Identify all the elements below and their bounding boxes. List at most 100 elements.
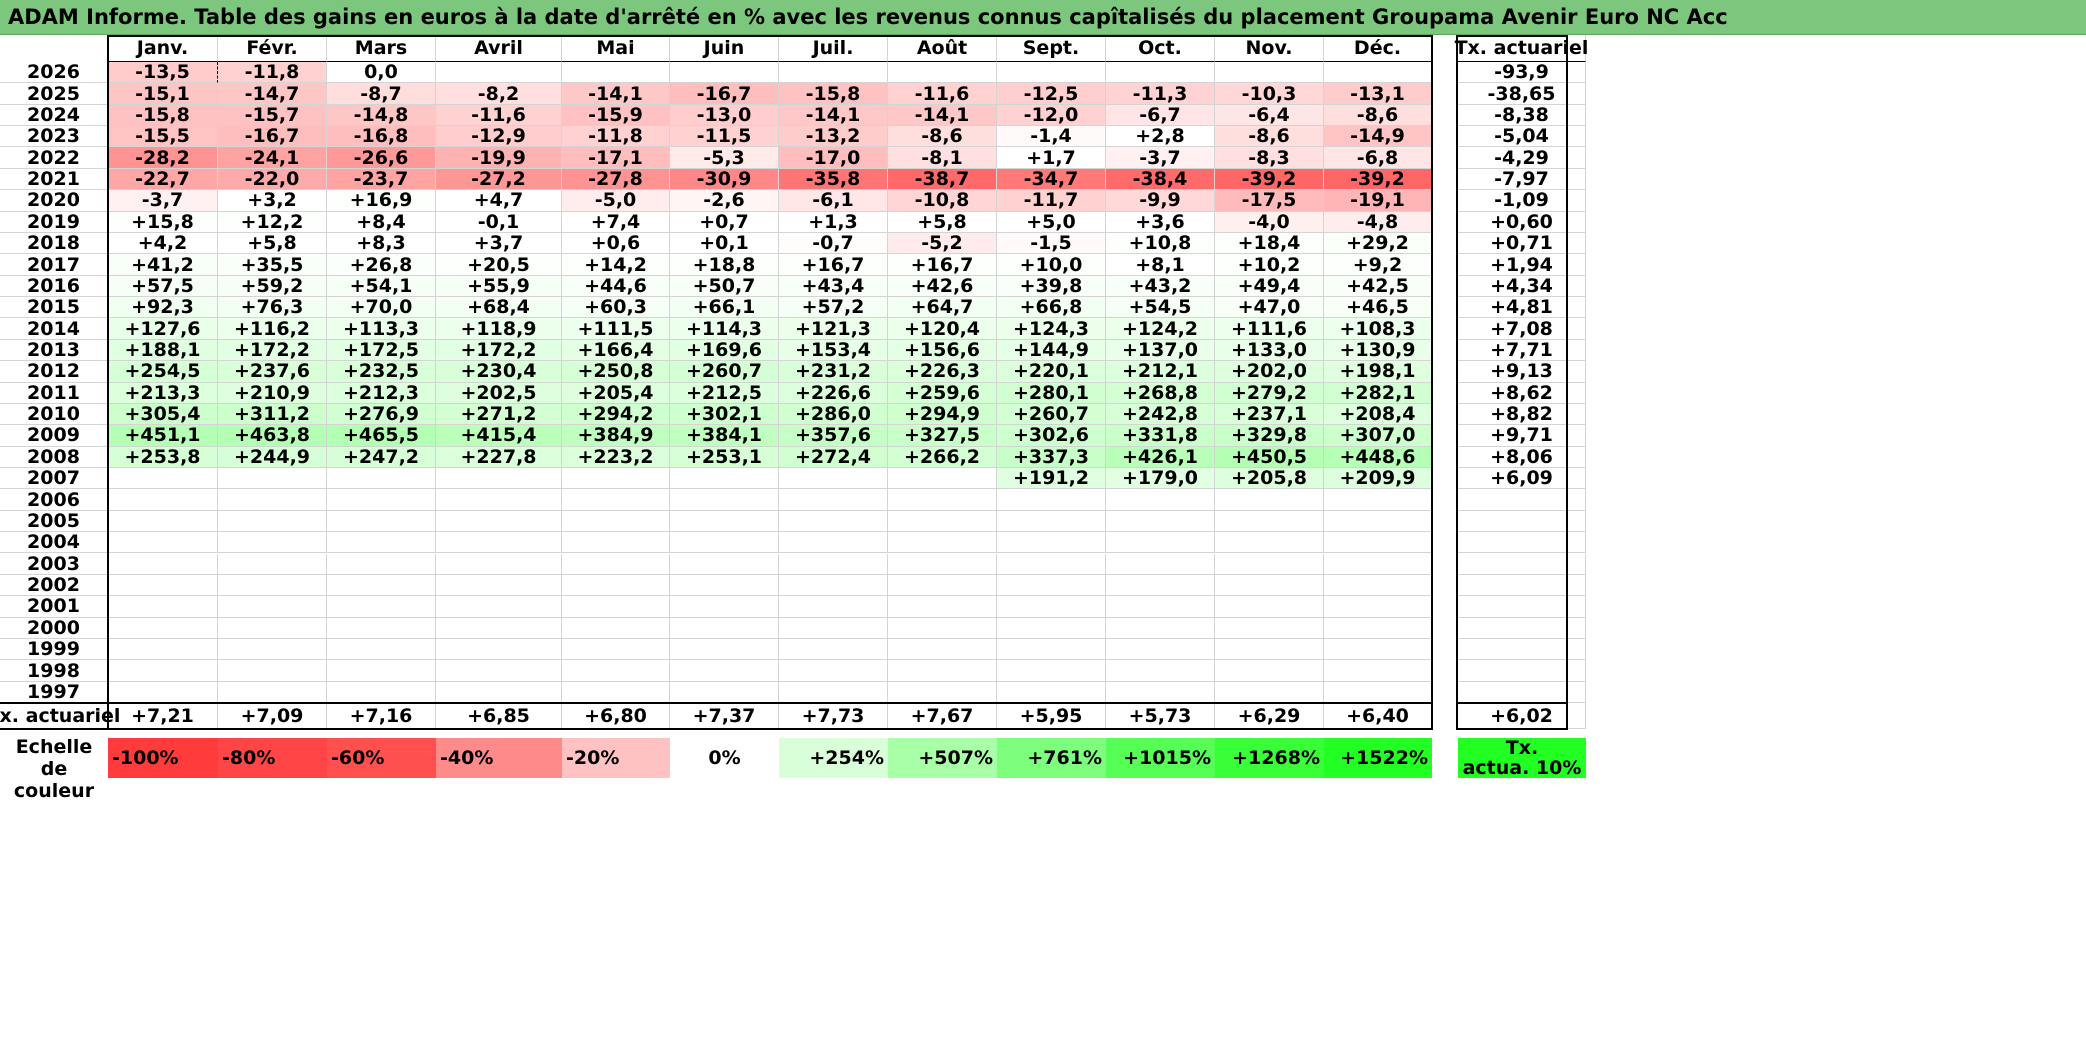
table-cell: +124,2 <box>1106 318 1215 340</box>
table-cell <box>108 617 218 639</box>
table-cell <box>1215 62 1324 84</box>
year-label: 2018 <box>0 232 108 255</box>
table-cell <box>1324 638 1432 661</box>
table-cell: -9,9 <box>1106 189 1215 212</box>
table-cell: +137,0 <box>1106 339 1215 362</box>
table-cell: +448,6 <box>1324 446 1432 469</box>
table-cell <box>218 638 327 661</box>
table-cell: +43,2 <box>1106 275 1215 298</box>
table-cell: -15,9 <box>562 104 670 127</box>
table-cell: +384,9 <box>562 424 670 447</box>
rate-cell: -93,9 <box>1458 61 1586 84</box>
table-cell: -5,2 <box>888 232 997 255</box>
table-cell: -38,4 <box>1106 168 1215 191</box>
year-label: 2019 <box>0 211 108 233</box>
table-cell: +327,5 <box>888 424 997 447</box>
table-cell <box>108 510 218 533</box>
year-label: 2024 <box>0 104 108 127</box>
table-cell: +230,4 <box>436 360 562 383</box>
table-cell: +268,8 <box>1106 382 1215 404</box>
table-cell: -6,8 <box>1324 147 1432 169</box>
footer-value: +7,67 <box>888 703 997 729</box>
table-cell: -14,7 <box>218 83 327 105</box>
table-cell: +20,5 <box>436 254 562 276</box>
table-cell <box>218 553 327 575</box>
table-cell: +118,9 <box>436 318 562 340</box>
table-cell: +250,8 <box>562 360 670 383</box>
table-cell <box>997 574 1106 597</box>
scale-step: -20% <box>562 738 670 778</box>
year-label: 2005 <box>0 510 108 533</box>
table-cell: +279,2 <box>1215 382 1324 404</box>
scale-step: -40% <box>436 738 562 778</box>
table-cell: -19,9 <box>436 147 562 169</box>
table-cell: +331,8 <box>1106 424 1215 447</box>
table-cell: +116,2 <box>218 318 327 340</box>
table-cell: +172,2 <box>218 339 327 362</box>
table-cell: +311,2 <box>218 403 327 426</box>
table-cell: -35,8 <box>779 168 888 191</box>
table-cell <box>1215 638 1324 661</box>
scale-rate-line1: Tx. <box>1505 737 1539 759</box>
table-cell <box>1106 574 1215 597</box>
table-cell <box>1106 681 1215 704</box>
table-cell <box>779 468 888 490</box>
table-cell <box>436 596 562 618</box>
table-cell <box>108 553 218 575</box>
table-cell <box>1106 617 1215 639</box>
table-cell: +59,2 <box>218 275 327 298</box>
table-cell <box>888 510 997 533</box>
table-cell <box>436 468 562 490</box>
table-cell: +450,5 <box>1215 446 1324 469</box>
footer-value: +7,16 <box>327 703 436 729</box>
year-label: 2013 <box>0 339 108 362</box>
table-cell: +153,4 <box>779 339 888 362</box>
rate-border-left <box>1456 35 1458 730</box>
rate-cell: -1,09 <box>1458 189 1586 212</box>
table-cell <box>108 681 218 704</box>
table-cell <box>1106 510 1215 533</box>
table-cell: -15,7 <box>218 104 327 127</box>
table-cell: +18,4 <box>1215 232 1324 255</box>
month-header: Août <box>888 35 997 62</box>
table-cell: -8,7 <box>327 83 436 105</box>
table-cell: +92,3 <box>108 296 218 319</box>
table-cell: -14,1 <box>779 104 888 127</box>
table-cell: +113,3 <box>327 318 436 340</box>
footer-value: +7,73 <box>779 703 888 729</box>
table-cell <box>327 638 436 661</box>
table-cell: +0,7 <box>670 211 779 233</box>
table-cell: +191,2 <box>997 467 1106 490</box>
table-cell: -1,4 <box>997 125 1106 148</box>
table-cell <box>108 638 218 661</box>
month-header: Juil. <box>779 35 888 62</box>
table-cell: +226,6 <box>779 382 888 404</box>
month-header: Avril <box>436 35 562 62</box>
table-cell: -17,5 <box>1215 189 1324 212</box>
table-cell <box>1106 638 1215 661</box>
table-cell: +1,3 <box>779 211 888 233</box>
year-label: 2014 <box>0 318 108 340</box>
table-cell <box>670 468 779 490</box>
table-cell <box>108 596 218 618</box>
rate-border-right <box>1566 35 1568 730</box>
table-cell: +172,5 <box>327 339 436 362</box>
table-cell: +127,6 <box>108 318 218 340</box>
year-label: 2012 <box>0 360 108 383</box>
year-label: 2022 <box>0 147 108 169</box>
page-title: ADAM Informe. Table des gains en euros à… <box>8 5 1728 29</box>
table-cell: +253,8 <box>108 446 218 469</box>
scale-label: Echelle de couleur <box>0 736 108 802</box>
table-cell: -16,7 <box>670 83 779 105</box>
scale-rate-line2: actua. 10% <box>1462 757 1582 779</box>
table-cell: -8,1 <box>888 147 997 169</box>
rate-border-mid <box>1456 702 1568 704</box>
table-cell: +7,4 <box>562 211 670 233</box>
table-cell <box>327 489 436 511</box>
table-cell <box>888 660 997 682</box>
table-cell: -22,0 <box>218 168 327 191</box>
scale-step: 0% <box>670 738 779 778</box>
table-cell: +44,6 <box>562 275 670 298</box>
table-cell <box>779 510 888 533</box>
table-cell: +209,9 <box>1324 467 1432 490</box>
